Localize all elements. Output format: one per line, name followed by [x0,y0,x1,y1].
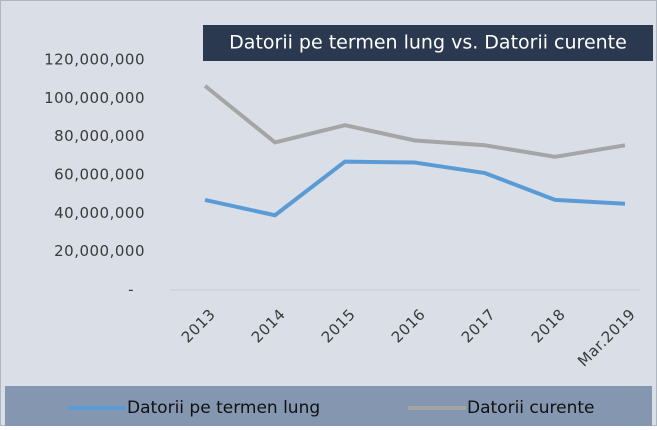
title-box [203,25,653,61]
series-line [203,84,626,159]
y-tick-label: 120,000,000 [44,51,145,69]
y-tick-label: 40,000,000 [54,204,145,222]
y-tick-label: 20,000,000 [54,242,145,260]
series-line [204,159,626,218]
chart-title: Datorii pe termen lung vs. Datorii curen… [229,32,627,54]
legend-label: Datorii curente [467,398,595,418]
y-tick-label: 60,000,000 [54,166,145,184]
y-tick-label: 100,000,000 [44,89,145,107]
legend-label: Datorii pe termen lung [127,398,320,418]
y-tick-label: 80,000,000 [54,127,145,145]
y-tick-label: - [128,281,134,299]
